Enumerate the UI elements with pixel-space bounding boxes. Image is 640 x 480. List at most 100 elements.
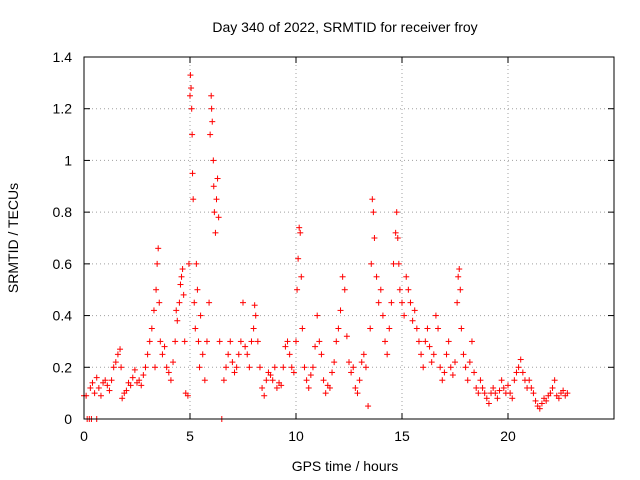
data-point <box>426 343 433 350</box>
data-point <box>403 273 410 280</box>
data-point <box>462 364 469 371</box>
data-point <box>159 351 166 358</box>
data-point <box>261 392 268 399</box>
data-point <box>127 382 134 389</box>
data-point <box>108 377 115 384</box>
data-point <box>388 299 395 306</box>
data-point <box>210 157 217 164</box>
data-point <box>117 346 124 353</box>
data-point <box>131 366 138 373</box>
data-point <box>225 351 232 358</box>
data-point <box>441 369 448 376</box>
data-point <box>549 384 556 391</box>
data-point <box>346 359 352 366</box>
data-point <box>439 377 446 384</box>
data-point <box>322 390 329 397</box>
grid <box>84 57 614 419</box>
data-point <box>144 351 151 358</box>
data-point <box>471 369 478 376</box>
data-point <box>547 390 554 397</box>
data-point <box>447 364 454 371</box>
data-point <box>181 338 188 345</box>
data-point <box>97 392 104 399</box>
data-point <box>119 395 126 402</box>
data-point <box>358 359 365 366</box>
data-point <box>536 405 543 412</box>
data-point <box>564 390 571 397</box>
y-tick-label: 0.6 <box>53 256 73 272</box>
data-point <box>156 299 163 306</box>
data-point <box>189 131 196 138</box>
data-point <box>314 312 321 319</box>
data-point <box>551 377 558 384</box>
data-point <box>173 307 180 314</box>
y-tick-label: 1.4 <box>53 49 73 65</box>
data-point <box>479 384 486 391</box>
y-tick-label: 0.4 <box>53 308 73 324</box>
data-point <box>104 382 111 389</box>
data-point <box>89 379 96 386</box>
y-tick-label: 0.2 <box>53 359 73 375</box>
data-point <box>227 338 234 345</box>
data-point <box>530 390 537 397</box>
data-point <box>244 351 251 358</box>
data-point <box>271 364 278 371</box>
data-point <box>418 351 425 358</box>
data-point <box>437 364 444 371</box>
data-point <box>189 170 196 177</box>
data-point <box>237 338 244 345</box>
data-point <box>142 364 149 371</box>
data-point <box>154 260 161 267</box>
data-point <box>179 266 186 273</box>
data-point <box>172 338 179 345</box>
data-point <box>543 397 550 404</box>
data-point <box>326 384 333 391</box>
data-point <box>254 338 261 345</box>
data-point <box>333 338 340 345</box>
data-point <box>212 229 219 236</box>
data-point <box>290 369 297 376</box>
data-point <box>341 286 348 293</box>
data-point <box>411 307 418 314</box>
data-point <box>452 359 458 366</box>
data-point <box>207 131 214 138</box>
x-tick-label: 20 <box>500 428 516 444</box>
data-point <box>209 118 216 125</box>
data-point <box>102 377 109 384</box>
data-point <box>269 377 276 384</box>
data-point <box>513 369 520 376</box>
data-point <box>362 364 369 371</box>
data-point <box>331 359 338 366</box>
data-point <box>87 384 94 391</box>
data-point <box>240 299 246 306</box>
data-point <box>329 369 336 376</box>
data-point <box>233 364 240 371</box>
axis-ticks <box>83 56 614 420</box>
x-axis-label: GPS time / hours <box>292 458 399 474</box>
data-point <box>170 359 177 366</box>
data-point <box>496 387 503 394</box>
data-point <box>432 312 439 319</box>
data-point <box>435 325 442 332</box>
data-point <box>457 286 464 293</box>
data-point <box>201 377 208 384</box>
data-point <box>161 343 168 350</box>
data-point <box>193 260 200 267</box>
data-point <box>477 377 484 384</box>
data-point <box>215 214 222 221</box>
data-point <box>528 384 535 391</box>
data-point <box>95 384 102 391</box>
data-point <box>415 338 422 345</box>
data-point <box>538 400 545 407</box>
data-point <box>384 351 391 358</box>
data-point <box>278 382 285 389</box>
data-point <box>395 260 402 267</box>
data-point <box>309 364 316 371</box>
data-point <box>316 338 323 345</box>
data-point <box>468 338 475 345</box>
data-point <box>174 317 181 324</box>
data-point <box>430 351 437 358</box>
data-point <box>460 351 467 358</box>
data-point <box>208 105 215 112</box>
tick-labels: 0 5 10 15 20 0 0.2 0.4 0.6 0.8 1 1.2 1.4 <box>53 49 516 444</box>
